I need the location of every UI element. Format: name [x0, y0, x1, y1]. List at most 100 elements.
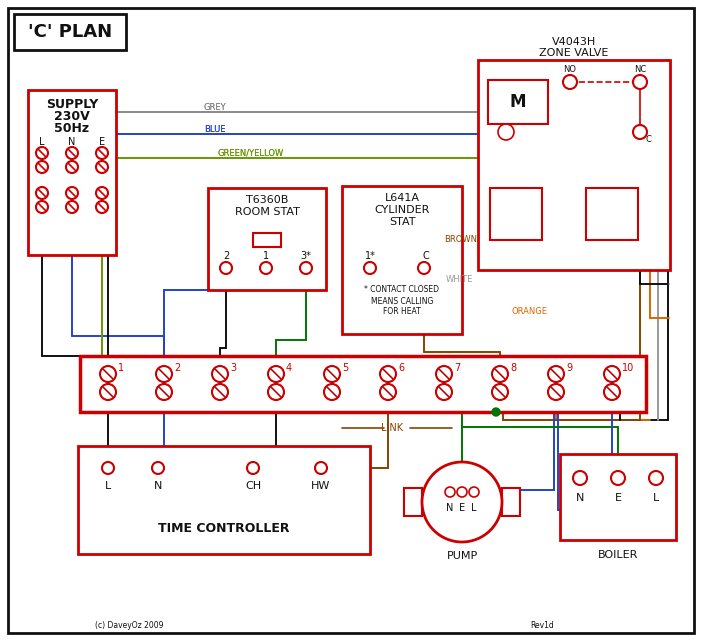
Circle shape [36, 187, 48, 199]
Circle shape [96, 201, 108, 213]
Circle shape [220, 262, 232, 274]
Text: 2: 2 [223, 251, 229, 261]
Text: 5: 5 [342, 363, 348, 373]
Circle shape [492, 366, 508, 382]
Text: L: L [471, 503, 477, 513]
Text: E: E [614, 493, 621, 503]
Circle shape [457, 487, 467, 497]
Text: (c) DaveyOz 2009: (c) DaveyOz 2009 [95, 622, 164, 631]
Circle shape [436, 384, 452, 400]
Text: 1*: 1* [364, 251, 376, 261]
Circle shape [300, 262, 312, 274]
Text: SUPPLY: SUPPLY [46, 97, 98, 110]
Text: 7: 7 [454, 363, 461, 373]
Circle shape [260, 262, 272, 274]
Text: ROOM STAT: ROOM STAT [234, 207, 300, 217]
Text: L: L [653, 493, 659, 503]
Circle shape [212, 366, 228, 382]
Circle shape [36, 147, 48, 159]
Text: 230V: 230V [54, 110, 90, 122]
Text: GREEN/YELLOW: GREEN/YELLOW [218, 149, 284, 158]
Text: BLUE: BLUE [204, 124, 225, 133]
Text: 2: 2 [174, 363, 180, 373]
Text: Rev1d: Rev1d [530, 622, 554, 631]
Circle shape [102, 462, 114, 474]
Text: ORANGE: ORANGE [512, 308, 548, 317]
Circle shape [152, 462, 164, 474]
Circle shape [492, 384, 508, 400]
Bar [208, 188, 326, 290]
Text: 6: 6 [398, 363, 404, 373]
Bar [560, 454, 676, 540]
Bar [253, 233, 281, 247]
Text: N: N [576, 493, 584, 503]
Bar [78, 446, 370, 554]
Bar [342, 186, 462, 334]
Circle shape [649, 471, 663, 485]
Circle shape [100, 384, 116, 400]
Circle shape [324, 384, 340, 400]
Text: PUMP: PUMP [446, 551, 477, 561]
Circle shape [66, 187, 78, 199]
Text: C: C [423, 251, 430, 261]
Text: 10: 10 [622, 363, 634, 373]
Text: L: L [105, 481, 111, 491]
Bar [28, 90, 116, 255]
Text: WHITE: WHITE [446, 274, 473, 283]
Circle shape [36, 201, 48, 213]
Circle shape [96, 187, 108, 199]
Text: 3: 3 [230, 363, 236, 373]
Text: ZONE VALVE: ZONE VALVE [539, 48, 609, 58]
Text: BLUE: BLUE [204, 124, 225, 133]
Text: 3*: 3* [300, 251, 312, 261]
Circle shape [380, 366, 396, 382]
Circle shape [422, 462, 502, 542]
Text: NO: NO [564, 65, 576, 74]
Text: N: N [446, 503, 453, 513]
Circle shape [324, 366, 340, 382]
Text: L: L [39, 137, 45, 147]
Bar [586, 188, 638, 240]
Circle shape [418, 262, 430, 274]
Circle shape [633, 75, 647, 89]
Text: N: N [154, 481, 162, 491]
Text: GREY: GREY [204, 103, 227, 112]
Circle shape [436, 366, 452, 382]
Text: C: C [645, 135, 651, 144]
Text: L641A: L641A [385, 193, 420, 203]
Circle shape [604, 366, 620, 382]
Text: 'C' PLAN: 'C' PLAN [28, 23, 112, 41]
Circle shape [268, 366, 284, 382]
Text: 9: 9 [566, 363, 572, 373]
Text: 1: 1 [263, 251, 269, 261]
Circle shape [66, 201, 78, 213]
Text: 1: 1 [118, 363, 124, 373]
Circle shape [268, 384, 284, 400]
Text: GREY: GREY [204, 103, 227, 112]
Circle shape [96, 161, 108, 173]
Circle shape [364, 262, 376, 274]
Text: CH: CH [245, 481, 261, 491]
Circle shape [573, 471, 587, 485]
Bar [478, 60, 670, 270]
Bar [80, 356, 646, 412]
Circle shape [156, 384, 172, 400]
Circle shape [36, 161, 48, 173]
Text: BROWN: BROWN [444, 235, 477, 244]
Bar [488, 80, 548, 124]
Circle shape [548, 366, 564, 382]
Text: 50Hz: 50Hz [55, 122, 90, 135]
Circle shape [66, 147, 78, 159]
Circle shape [469, 487, 479, 497]
Circle shape [492, 408, 500, 416]
Circle shape [380, 384, 396, 400]
Circle shape [247, 462, 259, 474]
Text: M: M [510, 93, 526, 111]
Circle shape [156, 366, 172, 382]
Text: MEANS CALLING: MEANS CALLING [371, 297, 433, 306]
Text: STAT: STAT [389, 217, 416, 227]
Text: LINK: LINK [381, 423, 403, 433]
Circle shape [315, 462, 327, 474]
Text: V4043H: V4043H [552, 37, 596, 47]
Bar [490, 188, 542, 240]
